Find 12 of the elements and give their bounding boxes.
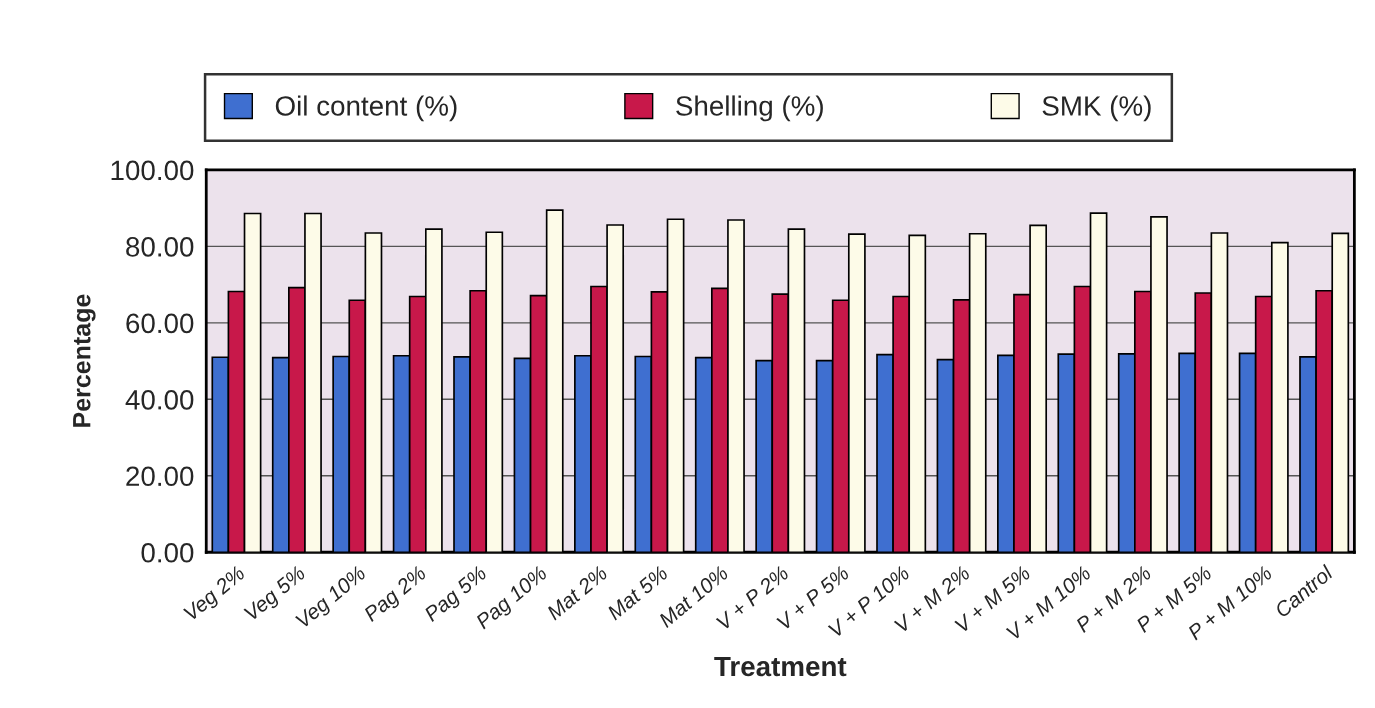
- legend-label: Shelling (%): [676, 95, 823, 122]
- legend-label: SMK (%): [1042, 95, 1151, 122]
- x-axis-title: Treatment: [714, 656, 847, 677]
- legend-label: Oil content (%): [275, 95, 457, 122]
- x-tick-label: Mat 2%: [545, 565, 609, 621]
- y-tick-label: 40.00: [125, 389, 194, 410]
- y-axis-title: Percentage: [73, 294, 96, 427]
- y-tick-label: 0.00: [141, 542, 194, 563]
- y-tick-label: 60.00: [126, 313, 194, 334]
- y-tick-label: 100.00: [111, 160, 194, 181]
- y-tick-label: 20.00: [126, 466, 194, 487]
- y-tick-label: 80.00: [126, 237, 194, 257]
